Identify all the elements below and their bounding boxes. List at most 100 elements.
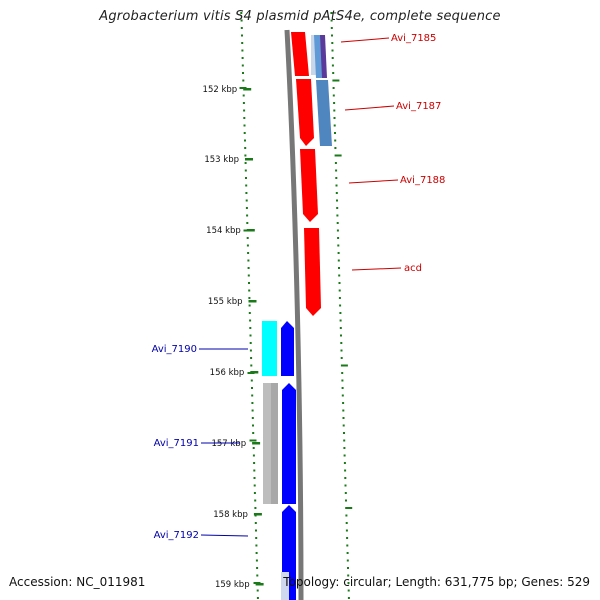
ring-tick — [249, 439, 257, 442]
scale-tick-label: 152 kbp — [203, 85, 238, 95]
ring-tick — [344, 484, 347, 487]
ring-tick — [255, 544, 258, 547]
ring-tick — [243, 132, 246, 134]
ring-tick — [253, 492, 256, 494]
ring-tick — [252, 424, 254, 427]
ring-tick — [332, 72, 335, 74]
ring-tick — [248, 289, 251, 292]
ring-tick — [342, 424, 345, 427]
ring-tick — [245, 192, 248, 194]
ring-tick — [338, 274, 341, 277]
ring-tick — [331, 42, 334, 44]
ring-tick — [335, 177, 338, 179]
gene-leader-line — [344, 105, 395, 111]
inner-tick-ring — [330, 12, 353, 599]
major-tick — [243, 88, 252, 91]
ring-tick — [256, 589, 259, 592]
accession-label: Accession: NC_011981 — [9, 575, 146, 589]
ring-tick — [343, 439, 346, 442]
ring-tick — [239, 87, 247, 89]
ring-tick — [251, 387, 253, 389]
gene-label: Avi_7191 — [154, 438, 199, 449]
ring-tick — [245, 199, 248, 202]
ring-tick — [338, 289, 341, 292]
ring-tick — [340, 357, 343, 359]
ring-tick — [338, 297, 341, 299]
ring-tick — [332, 87, 335, 89]
ring-tick — [243, 109, 246, 112]
ring-tick — [253, 469, 256, 472]
ring-tick — [254, 522, 257, 524]
ring-tick — [241, 57, 244, 59]
ring-tick — [339, 304, 342, 307]
ring-tick — [346, 552, 349, 554]
ring-tick — [340, 364, 348, 367]
ring-tick — [332, 94, 335, 97]
ring-tick — [338, 282, 341, 284]
ring-tick — [340, 334, 342, 337]
gene-label: Avi_7192 — [154, 530, 199, 541]
gene-leader-line — [348, 179, 399, 184]
ring-tick — [345, 522, 348, 524]
ring-tick — [335, 169, 338, 172]
ring-tick — [334, 154, 342, 157]
ring-tick — [249, 342, 252, 344]
gene-label: acd — [404, 263, 422, 274]
ring-tick — [339, 319, 342, 322]
ring-tick — [331, 57, 334, 59]
ring-tick — [344, 469, 347, 472]
ring-tick — [337, 259, 340, 262]
ring-tick — [241, 64, 244, 67]
ring-tick — [336, 222, 339, 224]
ring-tick — [341, 387, 344, 389]
ring-tick — [249, 327, 252, 329]
ring-tick — [344, 492, 347, 494]
ring-tick — [330, 27, 333, 29]
ring-tick — [256, 567, 259, 569]
gene-leader-line — [340, 37, 390, 43]
gene-red-4 — [304, 228, 321, 316]
scale-tick-label: 153 kbp — [204, 155, 239, 165]
ring-tick — [342, 417, 345, 419]
gene-label: Avi_7185 — [391, 33, 436, 44]
ring-tick — [334, 147, 337, 149]
ring-tick — [343, 462, 346, 464]
ring-tick — [333, 117, 336, 119]
ring-tick — [332, 79, 340, 82]
ring-tick — [341, 394, 344, 397]
ring-tick — [347, 574, 350, 577]
ring-tick — [347, 582, 350, 584]
ring-tick — [331, 64, 334, 67]
scale-tick-label: 157 kbp — [211, 439, 246, 449]
ring-tick — [255, 529, 257, 532]
ring-tick — [247, 259, 250, 262]
gene-red-1 — [291, 32, 309, 76]
ring-tick — [333, 102, 336, 104]
ring-tick — [340, 349, 343, 352]
ring-tick — [248, 282, 250, 284]
ring-tick — [244, 162, 247, 164]
major-tick — [248, 300, 257, 303]
scale-tick-label: 154 kbp — [206, 226, 241, 236]
ring-tick — [251, 409, 254, 412]
ring-tick — [251, 417, 254, 419]
ring-tick — [252, 447, 255, 449]
gene-leader-line — [200, 534, 249, 537]
ring-tick — [242, 79, 245, 82]
ring-tick — [334, 162, 337, 164]
ring-tick — [345, 499, 347, 502]
ring-tick — [337, 244, 340, 247]
ring-tick — [250, 379, 253, 382]
ring-tick — [331, 34, 333, 37]
ring-tick — [252, 454, 255, 457]
ring-tick — [249, 349, 252, 352]
ring-tick — [250, 364, 253, 367]
ring-tick — [240, 12, 243, 14]
ring-tick — [242, 102, 245, 104]
ring-tick — [249, 334, 252, 337]
ring-tick — [245, 177, 247, 179]
major-tick — [253, 513, 262, 516]
ring-tick — [252, 432, 255, 434]
ring-tick — [244, 139, 246, 142]
